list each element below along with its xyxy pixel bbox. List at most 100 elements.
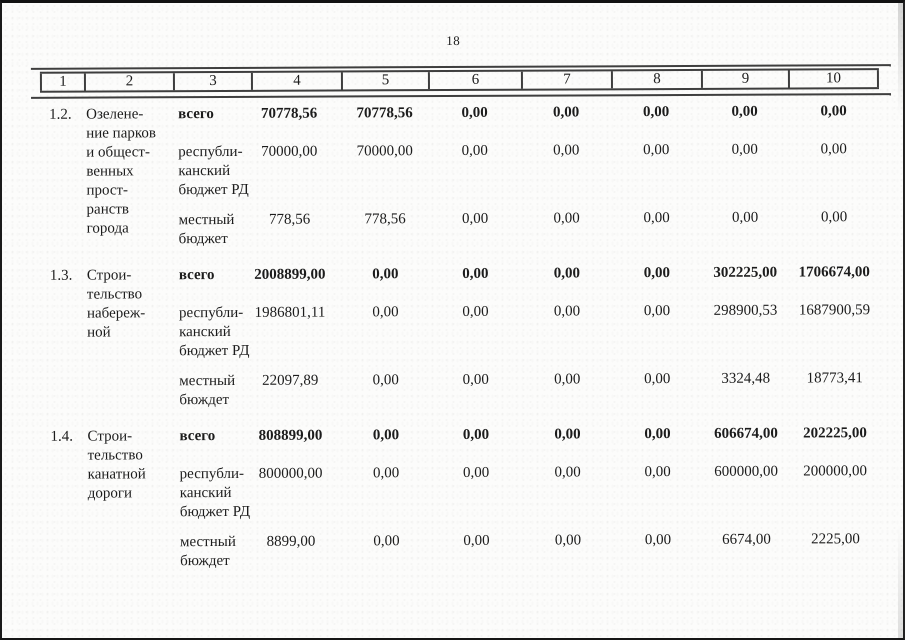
value-cell: 8899,00 xyxy=(266,533,316,550)
object-name-line: и общест- xyxy=(86,144,151,161)
object-name: Озелене-ние парков и общест-венных прост-р… xyxy=(84,105,174,249)
value-cell: 0,00 xyxy=(554,426,581,443)
value-cell: 0,00 xyxy=(553,210,580,227)
object-name-line: города xyxy=(86,220,129,237)
object-name-line: Озелене- xyxy=(86,106,144,123)
value-cell: 0,00 xyxy=(731,209,759,226)
value-cell: 0,00 xyxy=(461,142,488,159)
budget-type-line: бюждет xyxy=(180,552,230,570)
value-cell: 0,00 xyxy=(372,304,399,321)
value-cell: 0,00 xyxy=(642,104,670,121)
value-cell: 0,00 xyxy=(644,426,671,443)
value-cell: 600000,00 xyxy=(714,463,779,480)
value-cell: 778,56 xyxy=(268,211,311,228)
value-cell: 0,00 xyxy=(463,532,490,549)
value-cell: 0,00 xyxy=(643,265,670,282)
value-cell: 0,00 xyxy=(373,465,400,482)
header-cell-2: 2 xyxy=(83,73,173,91)
value-cell: 0,00 xyxy=(731,141,758,158)
header-cell-1: 1 xyxy=(39,73,84,91)
object-name-line: ной xyxy=(87,324,111,341)
page-number: 18 xyxy=(446,32,461,49)
value-cell: 18773,41 xyxy=(806,370,863,387)
budget-subrow: всего 808899,00 0,00 0,00 0,00 0,00 606674,00 2… xyxy=(174,424,880,446)
budget-type-label: республи-канский бюджет РД xyxy=(174,304,252,361)
value-cell: 0,00 xyxy=(462,371,489,388)
header-cell-4: 4 xyxy=(250,72,341,90)
budget-type-label: всего xyxy=(173,105,251,124)
value-cell: 2225,00 xyxy=(811,531,860,548)
budget-type-line: бюджет РД xyxy=(179,503,251,521)
row-number: 1.4. xyxy=(50,428,74,445)
value-cell: 70778,56 xyxy=(260,105,318,122)
budget-type-line: местный xyxy=(178,211,235,229)
budget-type-label: местный бюждет xyxy=(175,533,253,571)
header-cell-3: 3 xyxy=(172,72,251,91)
value-cell: 6674,00 xyxy=(722,531,771,548)
value-cell: 0,00 xyxy=(461,210,489,227)
value-cell: 1706674,00 xyxy=(798,264,870,281)
budget-type-line: всего xyxy=(178,106,214,123)
budget-type-line: местный xyxy=(179,533,236,551)
object-name-line: тельство xyxy=(86,286,143,303)
value-cell: 70000,00 xyxy=(356,143,413,160)
budget-subrow: местный бюждет 22097,89 0,00 0,00 0,00 0,00 332… xyxy=(174,369,880,410)
value-cell: 0,00 xyxy=(552,104,580,121)
value-cell: 302225,00 xyxy=(713,264,778,281)
value-cell: 3324,48 xyxy=(721,370,771,387)
header-bottom-rule xyxy=(31,93,892,99)
value-cell: 0,00 xyxy=(553,265,580,282)
value-cell: 0,00 xyxy=(372,427,400,444)
value-cell: 0,00 xyxy=(462,265,489,282)
table-item-12: 1.2. Озелене-ние парков и общест-венных про… xyxy=(40,102,880,250)
value-cell: 0,00 xyxy=(554,371,581,388)
budget-type-line: республи- xyxy=(178,143,243,161)
budget-type-line: всего xyxy=(178,267,215,284)
value-cell: 0,00 xyxy=(461,104,488,121)
value-cell: 808899,00 xyxy=(258,427,323,444)
value-cell: 202225,00 xyxy=(803,425,867,442)
value-cell: 0,00 xyxy=(820,141,847,158)
table-item-14: 1.4. Строи-тельство канатной дороги всего 808… xyxy=(41,424,881,572)
value-cell: 298900,53 xyxy=(713,302,778,319)
budget-type-line: всего xyxy=(179,428,216,445)
value-cell: 0,00 xyxy=(644,371,671,388)
table-body: 1.2. Озелене-ние парков и общест-венных про… xyxy=(40,102,881,589)
header-cell-6: 6 xyxy=(427,71,521,90)
header-cell-8: 8 xyxy=(610,70,701,89)
object-name: Строи-тельство набереж-ной xyxy=(85,266,175,410)
object-name-line: дороги xyxy=(87,485,133,502)
budget-type-label: местный бюджет xyxy=(174,211,252,249)
value-cell: 0,00 xyxy=(643,210,670,227)
budget-type-label: республи-канский бюджет РД xyxy=(175,465,253,522)
header-cell-9: 9 xyxy=(700,70,788,88)
object-name-line: прост- xyxy=(86,182,129,199)
table-header-row: 1 2 3 4 5 6 7 8 9 10 xyxy=(39,68,879,93)
object-name-line: набереж- xyxy=(86,305,146,322)
budget-subrow: всего 70778,56 70778,56 0,00 0,00 0,00 0,00 0,0… xyxy=(173,102,879,124)
value-cell: 200000,00 xyxy=(803,463,868,480)
value-cell: 70000,00 xyxy=(261,143,318,160)
budget-type-line: местный xyxy=(179,372,236,390)
value-cell: 0,00 xyxy=(554,464,581,481)
budget-subrows: всего 70778,56 70778,56 0,00 0,00 0,00 0,00 0,0… xyxy=(173,102,880,249)
value-cell: 0,00 xyxy=(820,103,847,120)
value-cell: 778,56 xyxy=(364,211,406,228)
row-number: 1.2. xyxy=(49,106,72,123)
table-item-13: 1.3. Строи-тельство набереж-ной всего 200889… xyxy=(41,263,881,411)
budget-type-label: всего xyxy=(174,266,252,285)
value-cell: 0,00 xyxy=(372,372,399,389)
budget-subrows: всего 808899,00 0,00 0,00 0,00 0,00 606674,00 2… xyxy=(174,424,881,571)
object-name-line: Строи- xyxy=(86,267,132,284)
row-number: 1.3. xyxy=(49,267,73,284)
budget-type-line: бюджет РД xyxy=(179,342,250,360)
budget-subrow: республи-канский бюджет РД 800000,00 0,00 0,… xyxy=(175,462,881,522)
budget-type-line: канский xyxy=(178,162,231,180)
value-cell: 0,00 xyxy=(463,464,490,481)
value-cell: 0,00 xyxy=(820,209,848,226)
value-cell: 0,00 xyxy=(644,464,671,481)
object-name-line: венных xyxy=(86,163,134,180)
object-name: Строи-тельство канатной дороги xyxy=(85,427,175,571)
budget-subrow: местный бюждет 8899,00 0,00 0,00 0,00 0,00 6674… xyxy=(175,530,881,571)
value-cell: 0,00 xyxy=(372,266,399,283)
